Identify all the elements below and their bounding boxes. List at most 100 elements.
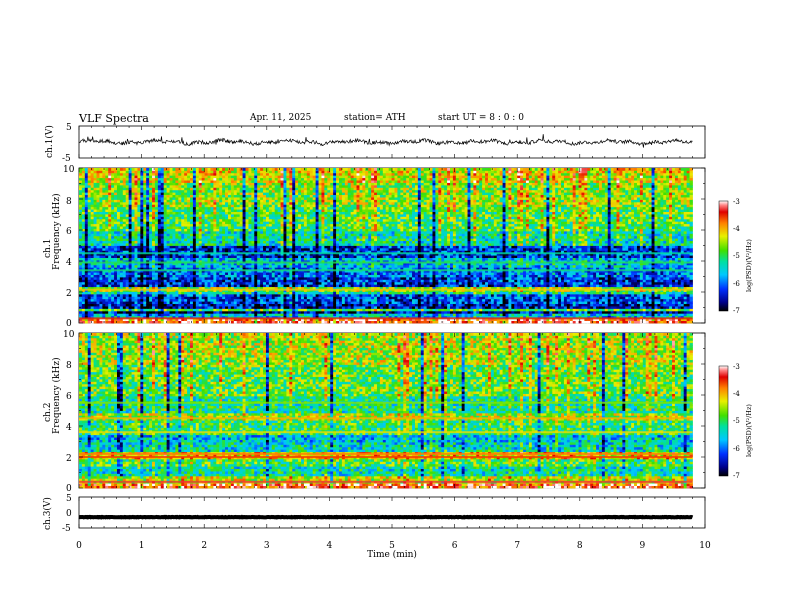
spec1-cell-2613 (196, 192, 199, 195)
spec1-cell-863 (117, 246, 120, 249)
spec1-cell-4486 (283, 306, 286, 309)
spec1-cell-2088 (172, 224, 175, 227)
spec1-cell-3785 (251, 299, 254, 302)
spec1-cell-758 (111, 190, 114, 193)
spec1-cell-4036 (263, 311, 266, 314)
spec1-cell-4817 (298, 279, 301, 282)
spec1-cell-2743 (202, 187, 205, 190)
spec1-cell-19 (79, 275, 82, 278)
spec1-cell-3897 (254, 183, 257, 186)
spec1-cell-4522 (283, 219, 286, 222)
spec1-cell-486 (99, 229, 102, 232)
spec1-cell-2938 (210, 180, 213, 183)
spec1-cell-4723 (292, 197, 295, 200)
spec1-cell-2215 (178, 226, 181, 229)
spec1-cell-868 (117, 233, 120, 236)
spec1-cell-2962 (213, 277, 216, 280)
spec1-cell-4724 (292, 195, 295, 198)
spec1-cell-1147 (129, 178, 132, 181)
spec1-cell-646 (108, 306, 111, 309)
spec1-cell-3253 (225, 192, 228, 195)
spec1-cell-3652 (246, 311, 249, 314)
spec1-cell-4747 (295, 294, 298, 297)
spec1-cell-2391 (187, 265, 190, 268)
spec1-cell-448 (99, 321, 102, 324)
spec1-cell-4810 (298, 296, 301, 299)
spec1-cell-2982 (213, 229, 216, 232)
spec1-cell-3809 (251, 241, 254, 244)
spec1-cell-1764 (158, 233, 161, 236)
spec1-cell-4025 (260, 183, 263, 186)
spec1-cell-3963 (257, 178, 260, 181)
spec1-cell-2436 (190, 311, 193, 314)
spec1-cell-4473 (281, 183, 284, 186)
spec1-cell-3392 (234, 321, 237, 324)
spec1-cell-2101 (172, 192, 175, 195)
spec1-cell-1610 (152, 296, 155, 299)
spec1-cell-2952 (213, 301, 216, 304)
spec1-cell-1674 (155, 296, 158, 299)
spec1-cell-2953 (213, 299, 216, 302)
spec1-cell-4015 (260, 207, 263, 210)
spec1-cell-3319 (228, 187, 231, 190)
spec1-cell-4115 (266, 275, 269, 278)
spec1-cell-3460 (237, 311, 240, 314)
spec1-cell-529 (102, 279, 105, 282)
spec1-cell-4954 (304, 258, 307, 261)
spec1-cell-4946 (304, 277, 307, 280)
spec1-cell-3866 (254, 258, 257, 261)
spec1-cell-869 (117, 231, 120, 234)
spec1-cell-768 (114, 321, 117, 324)
spec1-cell-4287 (272, 168, 275, 171)
spec1-cell-3711 (246, 168, 249, 171)
spec1-cell-3496 (237, 224, 240, 227)
spec1-cell-1360 (140, 282, 143, 285)
spec1-cell-4654 (289, 209, 292, 212)
spec1-cell-4964 (304, 233, 307, 236)
spec1-cell-374 (94, 190, 97, 193)
spec1-cell-2799 (205, 207, 208, 210)
spec1-cell-3026 (216, 277, 219, 280)
spec1-cell-3772 (248, 175, 251, 178)
spec1-cell-2534 (193, 229, 196, 232)
spec1-cell-3508 (237, 195, 240, 198)
spec1-cell-2080 (172, 243, 175, 246)
spec1-cell-4804 (298, 311, 301, 314)
spec1-cell-4676 (292, 311, 295, 314)
spec1-cell-3718 (248, 306, 251, 309)
spec1-cell-884 (117, 195, 120, 198)
spec1-cell-4436 (281, 272, 284, 275)
spec1-cell-3233 (225, 241, 228, 244)
spec1-cell-4756 (295, 272, 298, 275)
spec1-cell-2230 (178, 190, 181, 193)
spec1-cell-2970 (213, 258, 216, 261)
spec1-cell-1675 (155, 294, 158, 297)
spec1-cell-3472 (237, 282, 240, 285)
spec1-cell-2122 (175, 296, 178, 299)
spec1-cell-1646 (152, 209, 155, 212)
spec1-cell-3141 (222, 308, 225, 311)
spec1-cell-3796 (251, 272, 254, 275)
spec1-cell-3220 (225, 272, 228, 275)
spec1-cell-2834 (208, 277, 211, 280)
spec1-cell-657 (108, 279, 111, 282)
spec1-cell-4895 (301, 246, 304, 249)
spec1-cell-189 (85, 173, 88, 176)
spec1-cell-1761 (158, 241, 161, 244)
spec1-cell-2275 (181, 236, 184, 239)
spec1-cell-4671 (289, 168, 292, 171)
spec1-cell-4232 (272, 301, 275, 304)
spec1-cell-1124 (129, 233, 132, 236)
spec1-cell-4677 (292, 308, 295, 311)
spec1-cell-2658 (199, 238, 202, 241)
spec1-cell-1005 (123, 212, 126, 215)
spec1-cell-1074 (126, 199, 129, 202)
spec1-cell-2526 (193, 248, 196, 251)
spec1-cell-4547 (286, 313, 289, 316)
spec1-cell-3934 (257, 248, 260, 251)
spec1-cell-1634 (152, 238, 155, 241)
spec1-cell-3738 (248, 258, 251, 261)
spec1-cell-2814 (205, 170, 208, 173)
spec1-cell-2737 (202, 202, 205, 205)
spec1-cell-1318 (137, 229, 140, 232)
